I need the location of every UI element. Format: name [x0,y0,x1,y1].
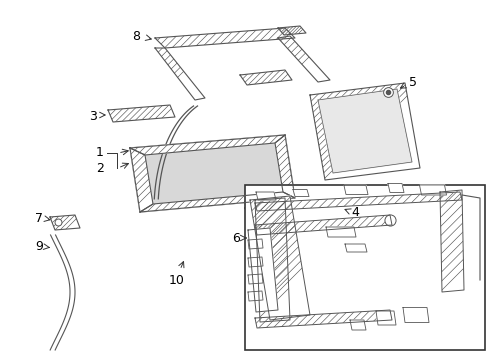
Polygon shape [247,239,263,249]
Polygon shape [140,192,294,212]
Polygon shape [247,257,263,267]
Text: 7: 7 [35,211,43,225]
Polygon shape [247,228,278,312]
Polygon shape [419,185,446,195]
Text: 5: 5 [408,76,416,89]
Polygon shape [108,105,175,122]
Text: 10: 10 [169,274,184,287]
Polygon shape [249,196,309,320]
Polygon shape [402,307,428,323]
Polygon shape [247,291,263,301]
Text: 4: 4 [350,206,358,219]
Polygon shape [155,48,204,100]
Polygon shape [278,26,305,35]
Text: 9: 9 [35,240,43,253]
Polygon shape [387,184,403,193]
Polygon shape [274,135,294,198]
Polygon shape [145,143,283,204]
Text: 2: 2 [96,162,104,175]
Polygon shape [254,192,461,211]
Polygon shape [375,311,395,325]
Polygon shape [349,320,365,330]
Text: 6: 6 [232,231,240,244]
Polygon shape [130,148,153,212]
Polygon shape [254,215,391,235]
Polygon shape [256,192,275,200]
Text: 1: 1 [96,147,104,159]
Polygon shape [254,198,289,322]
Polygon shape [292,189,308,197]
Text: 8: 8 [132,31,140,44]
Polygon shape [278,36,329,82]
Polygon shape [343,185,367,194]
Polygon shape [240,70,291,85]
Polygon shape [345,244,366,252]
Polygon shape [155,28,294,48]
Bar [244,185,484,350]
Polygon shape [130,135,294,212]
Polygon shape [317,89,411,173]
Polygon shape [325,227,355,237]
Polygon shape [130,135,285,155]
Text: 3: 3 [89,109,97,122]
Polygon shape [254,310,391,328]
Polygon shape [439,190,463,292]
Polygon shape [50,215,80,230]
Polygon shape [244,198,345,220]
Polygon shape [247,274,263,284]
Polygon shape [309,83,419,180]
